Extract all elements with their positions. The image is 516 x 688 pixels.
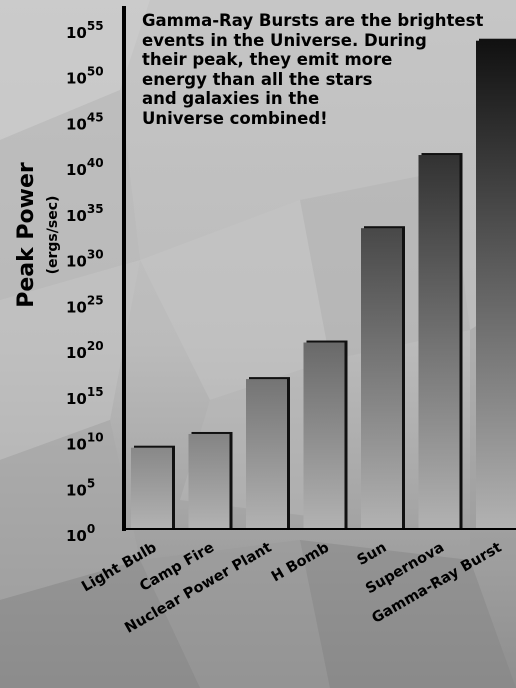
y-tick-label: 1030 <box>66 248 104 271</box>
annotation-line: events in the Universe. During <box>142 30 427 50</box>
annotation-text: Gamma-Ray Bursts are the brightest event… <box>142 11 512 128</box>
annotation-line: and galaxies in the <box>142 89 320 108</box>
bar <box>246 379 287 528</box>
y-tick-label: 1035 <box>66 202 104 225</box>
y-tick-label: 1050 <box>66 65 104 88</box>
annotation-line: Gamma-Ray Bursts are the brightest <box>142 11 484 30</box>
y-tick-label: 100 <box>66 522 95 545</box>
y-tick-label: 1020 <box>66 339 104 362</box>
x-tick-label: Sun <box>355 540 390 569</box>
bar <box>361 228 402 528</box>
y-axis-title: Peak Power (ergs/sec) <box>14 162 61 308</box>
annotation-line: their peak, they emit more <box>142 50 393 69</box>
y-tick-label: 1025 <box>66 293 104 316</box>
bar <box>476 40 516 529</box>
annotation-line: energy than all the stars <box>142 69 373 89</box>
x-tick-label: H Bomb <box>269 540 332 586</box>
y-tick-label: 1015 <box>66 385 104 408</box>
y-axis-unit-label: (ergs/sec) <box>45 196 61 275</box>
bar <box>131 447 172 528</box>
y-tick-label: 1045 <box>66 110 104 133</box>
y-tick-label: 1055 <box>66 19 104 42</box>
annotation-line: Universe combined! <box>142 108 328 128</box>
bars <box>131 38 516 529</box>
y-tick-label: 1010 <box>66 431 104 454</box>
y-tick-label: 105 <box>66 476 95 499</box>
bar <box>188 433 230 528</box>
y-axis-ticks: 100 105 1010 1015 1020 1025 1030 1035 1040 1045 10… <box>66 19 104 545</box>
y-tick-label: 1040 <box>66 156 104 179</box>
bar <box>303 342 345 528</box>
bar <box>418 155 460 528</box>
y-axis-label: Peak Power <box>14 162 39 308</box>
